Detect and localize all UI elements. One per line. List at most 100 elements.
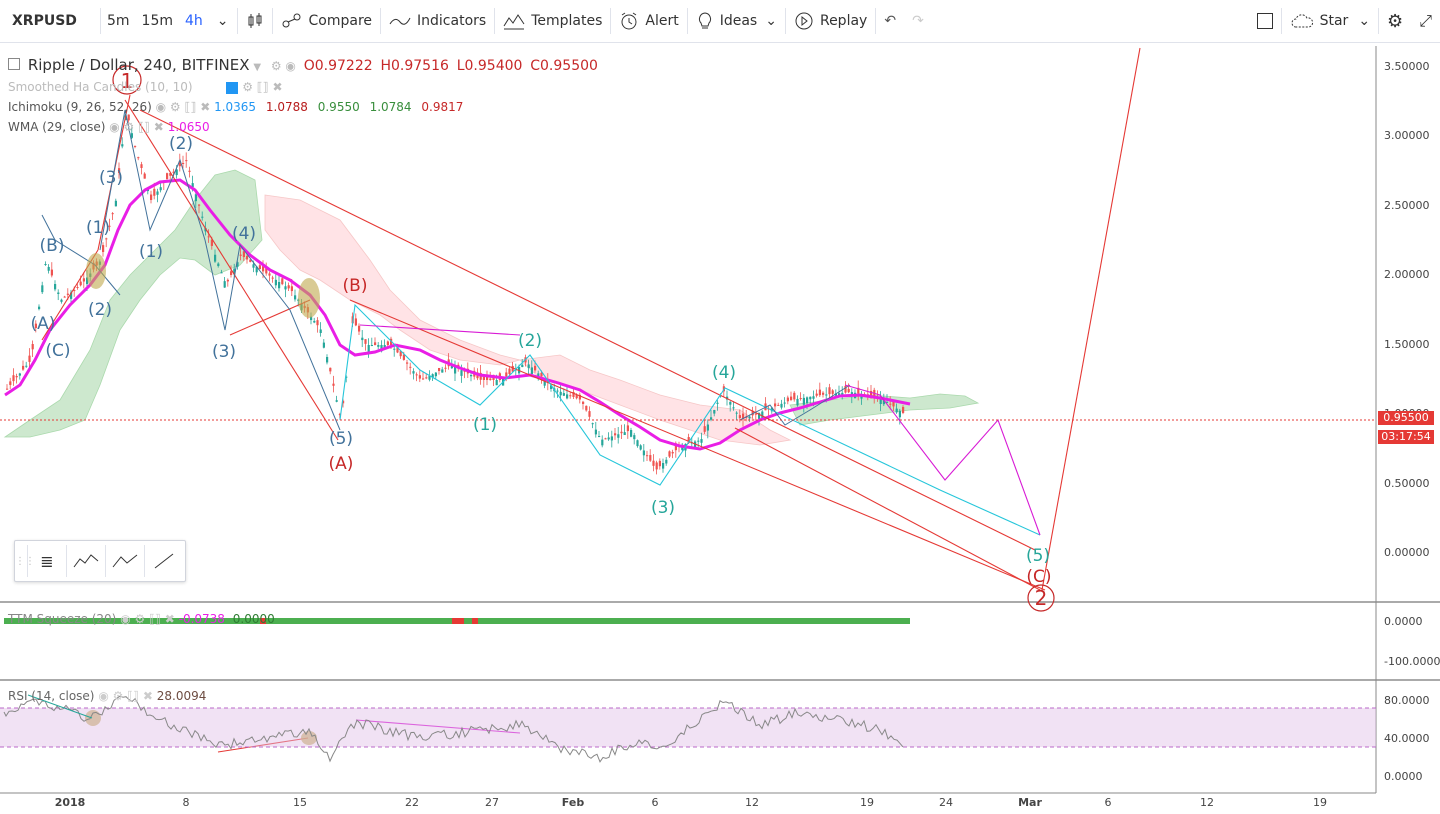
ttm-dot — [260, 618, 266, 624]
eye-icon[interactable] — [226, 81, 239, 94]
candle-body — [850, 392, 853, 396]
indicators-label: Indicators — [417, 13, 487, 29]
time-axis-label: 8 — [183, 796, 190, 809]
legend-dropdown-icon[interactable]: ▼ — [253, 62, 262, 73]
indicator-actions-icon[interactable]: ◉ ⚙ ⟦⟧ ✖ — [120, 612, 175, 626]
ttm-legend[interactable]: TTM Squeeze (20) ◉ ⚙ ⟦⟧ ✖ -0.0738 0.0000 — [8, 612, 275, 626]
candle-body — [844, 385, 847, 393]
candle-body — [454, 367, 457, 374]
candle-body — [610, 436, 613, 441]
indicator-actions-icon[interactable]: ◉ ⚙ ⟦⟧ ✖ — [98, 689, 153, 703]
divider — [494, 8, 496, 34]
replay-button[interactable]: Replay — [786, 0, 875, 42]
chart-type-button[interactable] — [238, 0, 272, 42]
indicator-actions-icon[interactable]: ⚙ ⟦⟧ ✖ — [242, 80, 283, 94]
candle-body — [626, 425, 629, 432]
candle-body — [127, 114, 130, 121]
candle-body — [422, 378, 425, 380]
candle-body — [220, 272, 223, 274]
chart-area[interactable]: 1 (B) (A) (C) (1) (2) (3) (2) (1) (4) (3… — [0, 42, 1440, 814]
candle-body — [822, 392, 825, 395]
chart-canvas[interactable]: 1 (B) (A) (C) (1) (2) (3) (2) (1) (4) (3… — [0, 42, 1440, 814]
wma-legend[interactable]: WMA (29, close) ◉ ⚙ ⟦⟧ ✖ 1.0650 — [8, 120, 210, 134]
ohlc-open: O0.97222 — [303, 58, 373, 74]
settings-button[interactable]: ⚙ — [1379, 0, 1411, 42]
impulse-wave-button[interactable] — [66, 545, 105, 577]
candle-body — [102, 245, 105, 252]
interval-15m[interactable]: 15m — [141, 13, 173, 29]
indicator-actions-icon[interactable]: ◉ ⚙ ⟦⟧ ✖ — [155, 100, 211, 114]
correction-wave-button[interactable] — [105, 545, 144, 577]
candle-body — [25, 365, 28, 367]
fullscreen-toggle[interactable] — [1249, 0, 1281, 42]
candle-body — [802, 397, 805, 405]
candle-body — [82, 278, 85, 282]
compare-icon — [281, 12, 303, 30]
ohlc-high: H0.97516 — [380, 58, 449, 74]
indicator-actions-icon[interactable]: ◉ ⚙ ⟦⟧ ✖ — [109, 120, 164, 134]
undo-button[interactable]: ↶ — [876, 0, 904, 42]
ha-legend[interactable]: Smoothed Ha Candles (10, 10) ⚙ ⟦⟧ ✖ — [8, 80, 283, 94]
candle-body — [812, 396, 815, 399]
rsi-axis-label: 80.0000 — [1384, 694, 1430, 707]
drawing-toolbar[interactable]: ⋮⋮ ≣ — [14, 540, 186, 582]
candle-body — [598, 436, 601, 437]
candle-body — [294, 295, 297, 300]
ichimoku-legend[interactable]: Ichimoku (9, 26, 52, 26) ◉ ⚙ ⟦⟧ ✖ 1.0365… — [8, 100, 463, 114]
interval-4h[interactable]: 4h — [185, 13, 203, 29]
candle-body — [809, 396, 812, 400]
compare-label: Compare — [308, 13, 373, 29]
interval-5m[interactable]: 5m — [107, 13, 130, 29]
candle-body — [310, 316, 313, 321]
alert-button[interactable]: Alert — [611, 0, 686, 42]
rsi-axis-label: 0.0000 — [1384, 770, 1423, 783]
candle-body — [527, 364, 530, 369]
candle-body — [44, 264, 47, 265]
candle-body — [383, 345, 386, 348]
wave-label: (3) — [651, 498, 675, 518]
blue-wave-lines — [41, 109, 851, 431]
candle-body — [374, 342, 377, 345]
lines-icon: ≣ — [40, 551, 54, 571]
candle-body — [316, 320, 319, 326]
redo-button[interactable]: ↷ — [904, 0, 932, 42]
candle-body — [572, 392, 575, 397]
candle-body — [137, 157, 140, 159]
candle-body — [182, 162, 185, 164]
ideas-button[interactable]: Ideas ⌄ — [688, 0, 785, 42]
time-axis-label: 15 — [293, 796, 307, 809]
indicator-name: TTM Squeeze (20) — [8, 612, 117, 626]
redo-icon: ↷ — [912, 13, 924, 29]
candle-body — [412, 371, 415, 374]
wma-value: 1.0650 — [167, 120, 210, 134]
candle-body — [607, 437, 610, 440]
candle-body — [390, 338, 393, 345]
candle-body — [431, 374, 434, 378]
candle-body — [114, 200, 117, 207]
wave-label: (C) — [45, 341, 70, 361]
trendline-button[interactable] — [144, 545, 183, 577]
star-button[interactable]: Star ⌄ — [1282, 0, 1378, 42]
symbol-search[interactable]: XRPUSD — [0, 0, 100, 42]
drag-handle-icon[interactable]: ⋮⋮ — [15, 555, 35, 567]
time-axis-label: 19 — [1313, 796, 1327, 809]
candle-body — [271, 277, 274, 279]
templates-button[interactable]: Templates — [495, 0, 610, 42]
candle-body — [508, 368, 511, 374]
candle-body — [57, 292, 60, 294]
wave-label-major: 2 — [1035, 586, 1048, 610]
candle-body — [646, 455, 649, 457]
expand-button[interactable]: ⤢ — [1411, 0, 1440, 42]
candle-body — [76, 287, 79, 289]
indicators-button[interactable]: Indicators — [381, 0, 494, 42]
candle-body — [342, 400, 345, 404]
legend-settings-icon[interactable]: ⚙ ◉ — [270, 59, 296, 73]
interval-dropdown[interactable]: ⌄ — [209, 0, 237, 42]
rsi-legend[interactable]: RSI (14, close) ◉ ⚙ ⟦⟧ ✖ 28.0094 — [8, 689, 206, 703]
candle-body — [284, 286, 287, 290]
collapse-icon[interactable] — [8, 58, 20, 70]
compare-button[interactable]: Compare — [273, 0, 381, 42]
candle-body — [358, 325, 361, 332]
candle-body — [540, 372, 543, 377]
lines-tool-button[interactable]: ≣ — [27, 545, 66, 577]
